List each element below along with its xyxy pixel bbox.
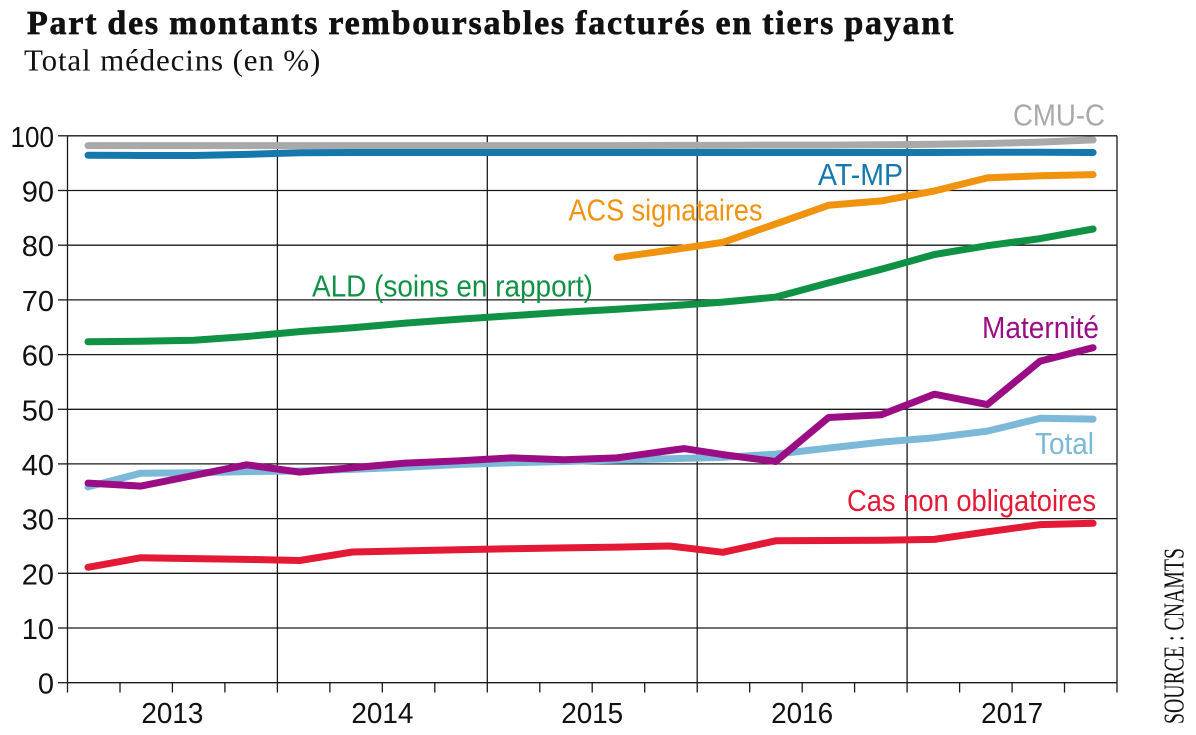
svg-text:Cas non obligatoires: Cas non obligatoires xyxy=(847,483,1096,518)
svg-text:AT-MP: AT-MP xyxy=(818,157,903,192)
svg-text:2013: 2013 xyxy=(141,698,203,730)
svg-text:Maternité: Maternité xyxy=(982,310,1099,345)
svg-text:60: 60 xyxy=(22,341,54,373)
svg-text:30: 30 xyxy=(22,505,54,537)
svg-text:90: 90 xyxy=(22,177,54,209)
svg-text:Total: Total xyxy=(1035,426,1094,461)
svg-text:50: 50 xyxy=(22,395,54,427)
svg-text:CMU-C: CMU-C xyxy=(1013,98,1105,133)
svg-text:0: 0 xyxy=(38,669,54,701)
svg-text:40: 40 xyxy=(22,450,54,482)
svg-text:100: 100 xyxy=(11,122,55,154)
svg-text:80: 80 xyxy=(22,231,54,263)
svg-text:ALD (soins en rapport): ALD (soins en rapport) xyxy=(312,269,593,304)
svg-text:2015: 2015 xyxy=(561,698,623,730)
svg-text:2016: 2016 xyxy=(771,698,833,730)
svg-text:70: 70 xyxy=(22,286,54,318)
svg-text:SOURCE : CNAMTS: SOURCE : CNAMTS xyxy=(1159,548,1191,724)
svg-text:Total médecins (en %): Total médecins (en %) xyxy=(24,43,321,78)
svg-text:2017: 2017 xyxy=(981,698,1043,730)
svg-text:20: 20 xyxy=(22,559,54,591)
svg-text:ACS signataires: ACS signataires xyxy=(569,193,763,228)
svg-text:2014: 2014 xyxy=(351,698,413,730)
svg-text:10: 10 xyxy=(22,614,54,646)
svg-text:Part des montants remboursable: Part des montants remboursables facturés… xyxy=(27,5,955,42)
